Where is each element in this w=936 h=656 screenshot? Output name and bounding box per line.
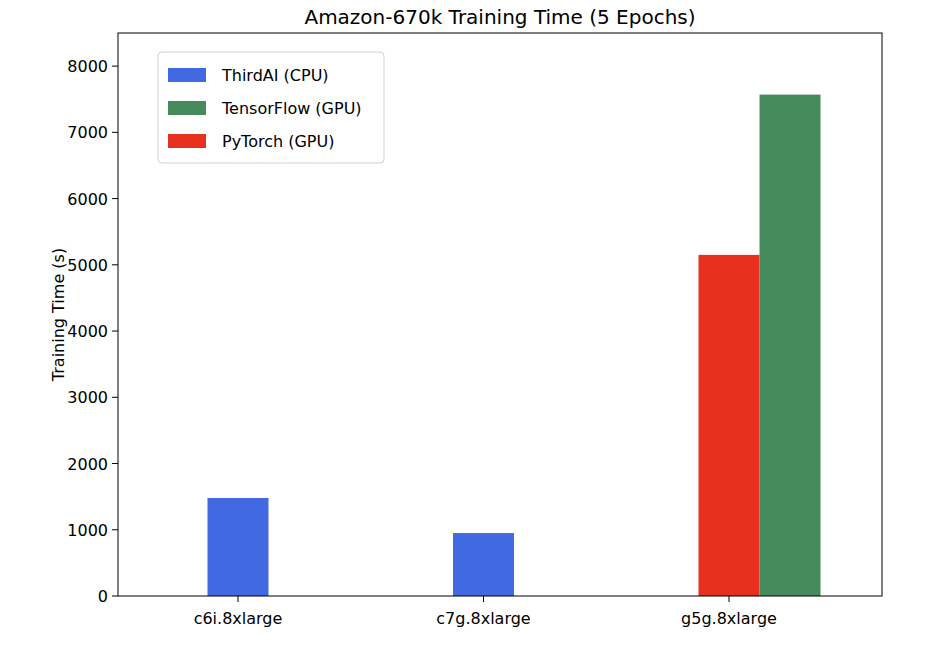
legend-label: TensorFlow (GPU) <box>221 99 362 118</box>
chart-svg: Amazon-670k Training Time (5 Epochs) Trai… <box>0 0 936 656</box>
bar <box>453 533 514 596</box>
y-tick <box>112 463 118 464</box>
y-tick-label: 0 <box>98 587 108 606</box>
y-tick <box>112 198 118 199</box>
legend-label: ThirdAI (CPU) <box>221 66 329 85</box>
bars <box>208 95 821 596</box>
y-tick <box>112 132 118 133</box>
y-tick-label: 5000 <box>67 256 108 275</box>
x-tick <box>238 596 239 602</box>
legend-box <box>158 52 384 163</box>
title: Amazon-670k Training Time (5 Epochs) <box>304 5 695 29</box>
y-tick-label: 1000 <box>67 521 108 540</box>
y-tick-label: 8000 <box>67 57 108 76</box>
y-axis-label: Training Time (s) <box>49 248 68 382</box>
legend: ThirdAI (CPU) TensorFlow (GPU) PyTorch (GP… <box>158 52 384 163</box>
legend-label: PyTorch (GPU) <box>222 132 334 151</box>
y-tick <box>112 66 118 67</box>
x-tick <box>483 596 484 602</box>
y-tick-label: 2000 <box>67 455 108 474</box>
x-tick-label: c7g.8xlarge <box>436 609 530 628</box>
bar <box>699 255 760 596</box>
y-tick-label: 7000 <box>67 123 108 142</box>
y-tick-label: 6000 <box>67 190 108 209</box>
bar <box>760 95 821 596</box>
y-tick <box>112 397 118 398</box>
y-tick-label: 3000 <box>67 388 108 407</box>
plot-frame <box>118 33 882 596</box>
legend-swatch <box>168 68 206 82</box>
y-tick <box>112 331 118 332</box>
y-tick-label: 4000 <box>67 322 108 341</box>
legend-swatch <box>168 101 206 115</box>
y-tick <box>112 596 118 597</box>
y-tick <box>112 264 118 265</box>
legend-swatch <box>168 134 206 148</box>
y-tick <box>112 529 118 530</box>
bar <box>208 498 269 596</box>
x-tick-label: g5g.8xlarge <box>681 609 777 628</box>
chart-container: Amazon-670k Training Time (5 Epochs) Trai… <box>0 0 936 656</box>
x-tick <box>729 596 730 602</box>
x-tick-label: c6i.8xlarge <box>194 609 283 628</box>
